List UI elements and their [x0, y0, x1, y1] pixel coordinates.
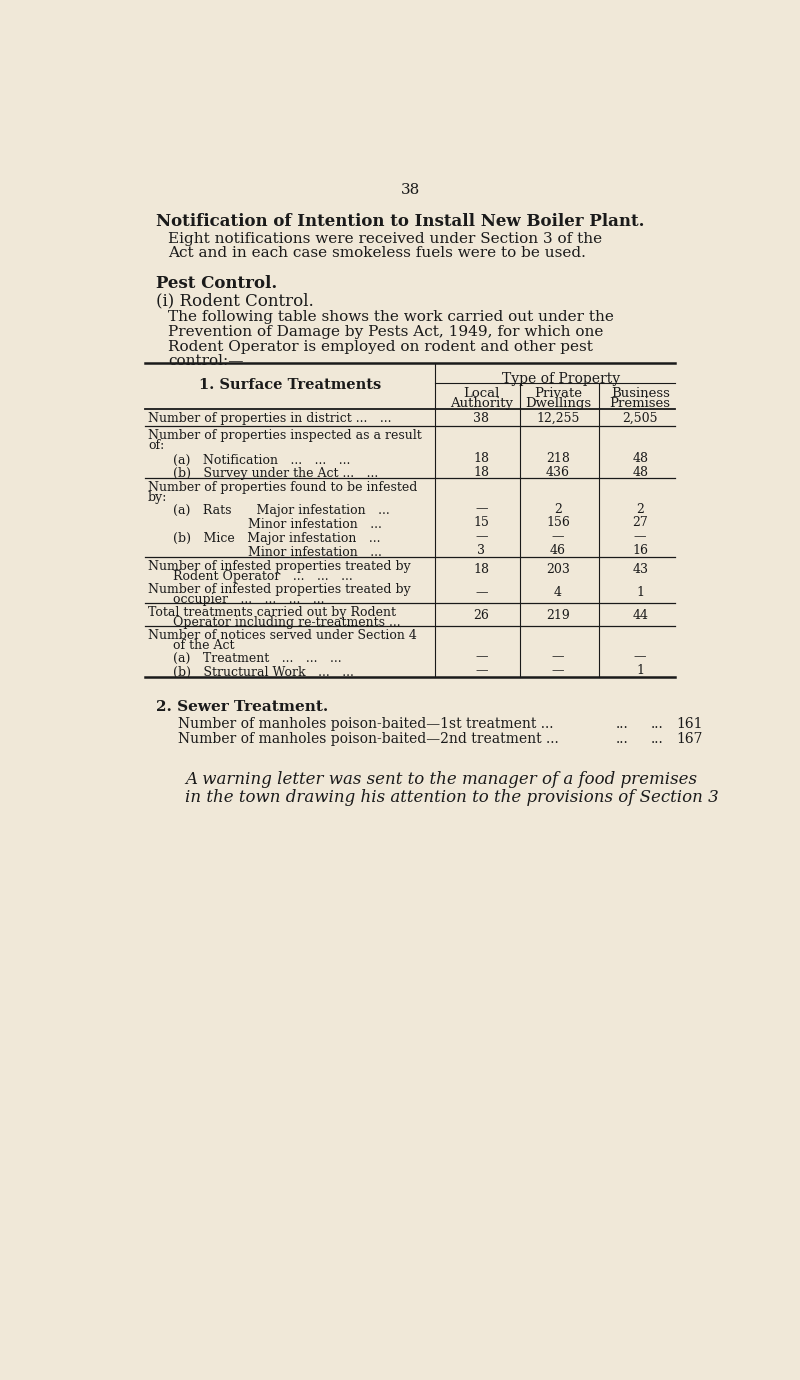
Text: —: —: [475, 650, 487, 664]
Text: 161: 161: [676, 718, 702, 731]
Text: ...: ...: [615, 718, 628, 731]
Text: Local: Local: [463, 388, 499, 400]
Text: control:—: control:—: [168, 355, 244, 368]
Text: by:: by:: [148, 491, 167, 504]
Text: 218: 218: [546, 451, 570, 465]
Text: Eight notifications were received under Section 3 of the: Eight notifications were received under …: [168, 232, 602, 246]
Text: 48: 48: [632, 465, 648, 479]
Text: 2: 2: [554, 502, 562, 516]
Text: Prevention of Damage by Pests Act, 1949, for which one: Prevention of Damage by Pests Act, 1949,…: [168, 324, 603, 339]
Text: 167: 167: [676, 733, 702, 747]
Text: Private: Private: [534, 388, 582, 400]
Text: —: —: [634, 530, 646, 544]
Text: 3: 3: [478, 544, 486, 558]
Text: 156: 156: [546, 516, 570, 530]
Text: 1: 1: [636, 585, 644, 599]
Text: 18: 18: [474, 451, 490, 465]
Text: Type of Property: Type of Property: [502, 373, 620, 386]
Text: Authority: Authority: [450, 397, 513, 410]
Text: 2,505: 2,505: [622, 411, 658, 425]
Text: 2: 2: [636, 502, 644, 516]
Text: 219: 219: [546, 609, 570, 622]
Text: (i) Rodent Control.: (i) Rodent Control.: [156, 293, 314, 309]
Text: 18: 18: [474, 563, 490, 575]
Text: 16: 16: [632, 544, 648, 558]
Text: Total treatments carried out by Rodent: Total treatments carried out by Rodent: [148, 606, 396, 620]
Text: —: —: [475, 664, 487, 678]
Text: 46: 46: [550, 544, 566, 558]
Text: Business: Business: [610, 388, 670, 400]
Text: 1. Surface Treatments: 1. Surface Treatments: [198, 378, 381, 392]
Text: Minor infestation ...: Minor infestation ...: [148, 546, 382, 559]
Text: ...: ...: [650, 733, 663, 747]
Text: Premises: Premises: [610, 397, 670, 410]
Text: (b) Mice Major infestation ...: (b) Mice Major infestation ...: [148, 533, 381, 545]
Text: Rodent Operator is employed on rodent and other pest: Rodent Operator is employed on rodent an…: [168, 339, 593, 353]
Text: occupier ... ... ... ...: occupier ... ... ... ...: [148, 593, 325, 606]
Text: Number of infested properties treated by: Number of infested properties treated by: [148, 560, 411, 573]
Text: —: —: [634, 650, 646, 664]
Text: Number of infested properties treated by: Number of infested properties treated by: [148, 582, 411, 596]
Text: 18: 18: [474, 465, 490, 479]
Text: ...: ...: [615, 733, 628, 747]
Text: in the town drawing his attention to the provisions of Section 3: in the town drawing his attention to the…: [186, 789, 719, 806]
Text: Number of properties found to be infested: Number of properties found to be infeste…: [148, 482, 418, 494]
Text: Notification of Intention to Install New Boiler Plant.: Notification of Intention to Install New…: [156, 214, 644, 230]
Text: (b) Survey under the Act ... ...: (b) Survey under the Act ... ...: [148, 468, 378, 480]
Text: Operator including re-treatments ...: Operator including re-treatments ...: [148, 615, 401, 629]
Text: Act and in each case smokeless fuels were to be used.: Act and in each case smokeless fuels wer…: [168, 247, 586, 261]
Text: Dwellings: Dwellings: [525, 397, 591, 410]
Text: —: —: [552, 530, 564, 544]
Text: Number of properties inspected as a result: Number of properties inspected as a resu…: [148, 429, 422, 442]
Text: Minor infestation ...: Minor infestation ...: [148, 519, 382, 531]
Text: (a) Notification ... ... ...: (a) Notification ... ... ...: [148, 454, 350, 466]
Text: —: —: [475, 585, 487, 599]
Text: 203: 203: [546, 563, 570, 575]
Text: 12,255: 12,255: [536, 411, 580, 425]
Text: 43: 43: [632, 563, 648, 575]
Text: 38: 38: [400, 182, 420, 196]
Text: Number of notices served under Section 4: Number of notices served under Section 4: [148, 629, 417, 642]
Text: Rodent Operator ... ... ...: Rodent Operator ... ... ...: [148, 570, 353, 582]
Text: 26: 26: [474, 609, 490, 622]
Text: A warning letter was sent to the manager of a food premises: A warning letter was sent to the manager…: [186, 771, 698, 788]
Text: 4: 4: [554, 585, 562, 599]
Text: ...: ...: [650, 718, 663, 731]
Text: —: —: [475, 502, 487, 516]
Text: 2. Sewer Treatment.: 2. Sewer Treatment.: [156, 700, 328, 713]
Text: Number of manholes poison-baited—1st treatment ...: Number of manholes poison-baited—1st tre…: [178, 718, 553, 731]
Text: —: —: [552, 650, 564, 664]
Text: Pest Control.: Pest Control.: [156, 275, 277, 293]
Text: Number of manholes poison-baited—2nd treatment ...: Number of manholes poison-baited—2nd tre…: [178, 733, 558, 747]
Text: 44: 44: [632, 609, 648, 622]
Text: of:: of:: [148, 439, 164, 451]
Text: —: —: [552, 664, 564, 678]
Text: 436: 436: [546, 465, 570, 479]
Text: 48: 48: [632, 451, 648, 465]
Text: 38: 38: [474, 411, 490, 425]
Text: 1: 1: [636, 664, 644, 678]
Text: of the Act: of the Act: [148, 639, 234, 653]
Text: —: —: [475, 530, 487, 544]
Text: Number of properties in district ... ...: Number of properties in district ... ...: [148, 413, 391, 425]
Text: (a) Treatment ... ... ...: (a) Treatment ... ... ...: [148, 653, 342, 665]
Text: 15: 15: [474, 516, 490, 530]
Text: (b) Structural Work ... ...: (b) Structural Work ... ...: [148, 667, 354, 679]
Text: (a) Rats  Major infestation ...: (a) Rats Major infestation ...: [148, 505, 390, 518]
Text: 27: 27: [632, 516, 648, 530]
Text: The following table shows the work carried out under the: The following table shows the work carri…: [168, 310, 614, 324]
